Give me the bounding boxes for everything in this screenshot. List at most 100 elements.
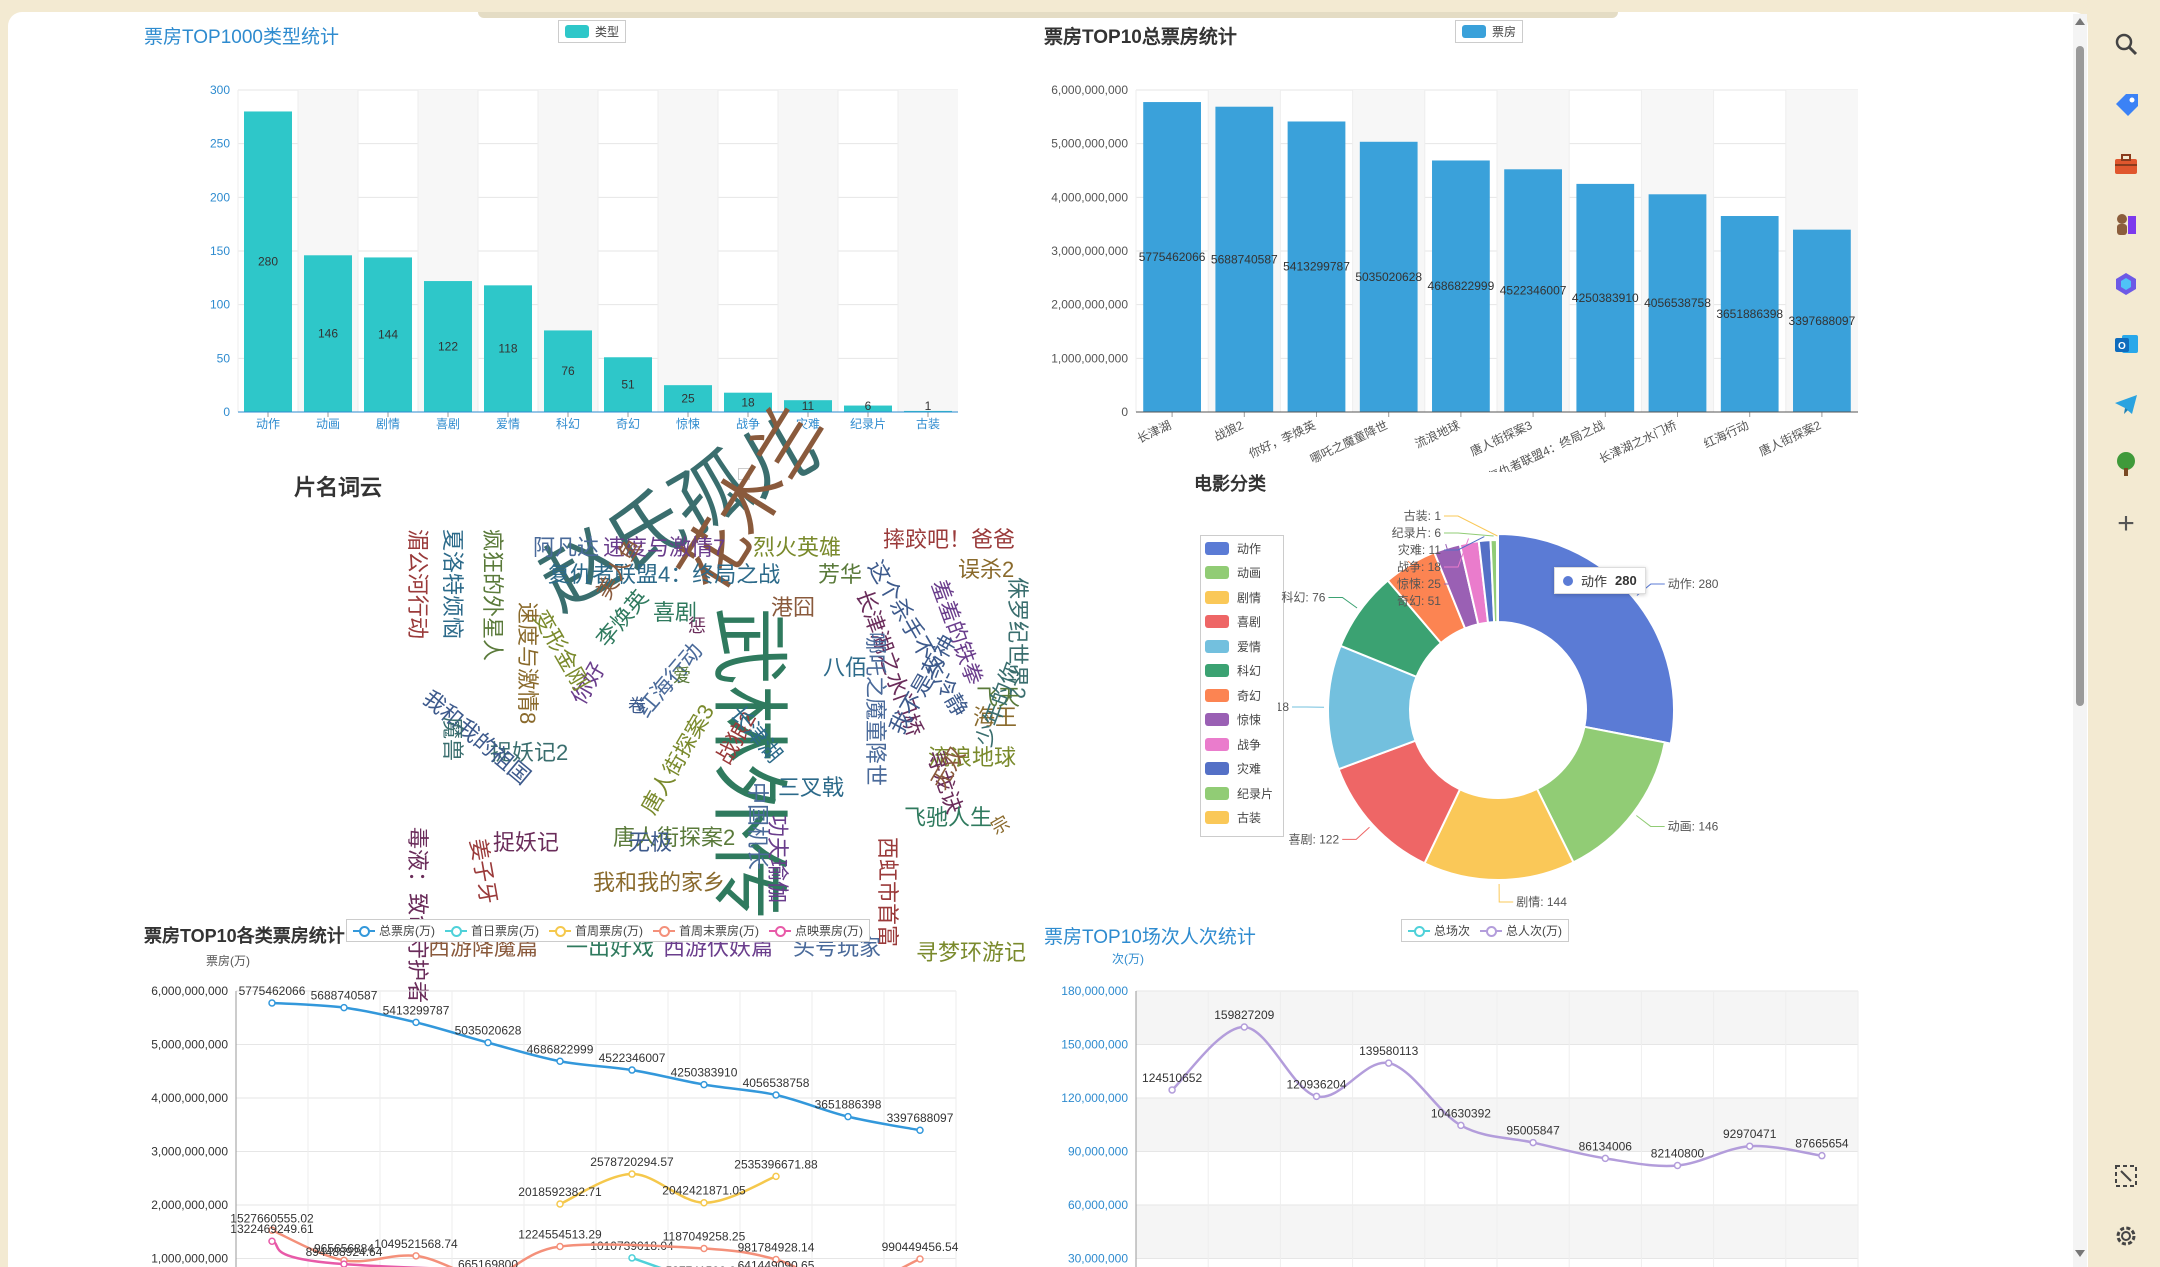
data-point bbox=[340, 1260, 348, 1267]
y-tick-label: 2,000,000,000 bbox=[151, 1198, 228, 1212]
legend-item[interactable]: 爱情 bbox=[1201, 634, 1283, 659]
scroll-up-arrow[interactable] bbox=[2075, 18, 2085, 25]
wordcloud-word: 无极 bbox=[628, 830, 673, 855]
x-tick-label: 惊悚 bbox=[676, 416, 700, 431]
chart-title-type: 票房TOP1000类型统计 bbox=[144, 27, 339, 48]
x-tick-label: 灾难 bbox=[796, 416, 820, 431]
legend-label: 点映票房(万) bbox=[795, 924, 863, 938]
wordcloud-word: 西游降魔篇 bbox=[428, 935, 539, 960]
legend-item[interactable]: 首日票房(万) bbox=[445, 922, 539, 939]
legend-dot bbox=[1486, 925, 1498, 937]
legend-item[interactable]: 剧情 bbox=[1201, 585, 1283, 610]
legend-item[interactable]: 战争 bbox=[1201, 732, 1283, 757]
bar-value-label: 5775462066 bbox=[1139, 250, 1206, 264]
bar bbox=[544, 330, 592, 412]
legend-item[interactable]: 总人次(万) bbox=[1480, 922, 1562, 939]
data-label: 2042421871.05 bbox=[662, 1184, 746, 1198]
legend-item[interactable]: 点映票房(万) bbox=[769, 922, 863, 939]
outlook-icon[interactable]: O bbox=[2110, 328, 2142, 360]
legend-item[interactable]: 动画 bbox=[1201, 561, 1283, 586]
legend-label: 首日票房(万) bbox=[471, 924, 539, 938]
legend-item[interactable]: 科幻 bbox=[1201, 659, 1283, 684]
data-label: 92970471 bbox=[1723, 1127, 1777, 1141]
label-line bbox=[1328, 596, 1358, 609]
legend-item[interactable]: 古装 bbox=[1201, 806, 1283, 831]
data-label: 641449090.65 bbox=[738, 1259, 815, 1267]
legend-line-icon bbox=[769, 925, 791, 937]
scroll-thumb[interactable] bbox=[2076, 46, 2084, 706]
legend-top10[interactable]: 票房 bbox=[1455, 20, 1524, 43]
data-point bbox=[1384, 1059, 1393, 1067]
pie-legend[interactable]: 动作 动画 剧情 喜剧 爱情 科幻 奇幻 惊悚 战争 灾难纪录片古装 bbox=[1200, 535, 1284, 837]
series-line bbox=[1171, 1025, 1823, 1168]
legend-item[interactable]: 总票房(万) bbox=[353, 922, 435, 939]
settings-icon[interactable] bbox=[2110, 1220, 2142, 1252]
y-tick-label: 50 bbox=[217, 351, 231, 365]
data-label: 104630392 bbox=[1431, 1106, 1491, 1120]
series-line bbox=[559, 1172, 777, 1206]
tree-icon[interactable] bbox=[2110, 448, 2142, 480]
data-label: 3397688097 bbox=[887, 1111, 954, 1125]
data-point bbox=[700, 1080, 708, 1089]
bar-value-label: 4056538758 bbox=[1644, 296, 1711, 310]
x-tick-label: 流浪地球 bbox=[1412, 417, 1462, 451]
telegram-icon[interactable] bbox=[2110, 388, 2142, 420]
legend-swatch bbox=[1205, 615, 1229, 629]
data-point bbox=[844, 1112, 852, 1121]
wordcloud: 赵氏孤儿 花木兰 武林外传 速度与激情7 阿凡达 烈火英雄 摔跤吧！爸爸 复仇者联盟4：终局之… bbox=[405, 392, 1078, 1003]
y-tick-label: 1,000,000,000 bbox=[1051, 351, 1128, 365]
toolbox-icon[interactable] bbox=[2110, 148, 2142, 180]
slice-label: 灾难: 11 bbox=[1398, 542, 1441, 557]
data-label: 1187049258.25 bbox=[663, 1229, 746, 1243]
data-label: 120936204 bbox=[1286, 1077, 1346, 1091]
x-tick-label: 动作 bbox=[256, 417, 280, 431]
legend-item[interactable]: 惊悚 bbox=[1201, 708, 1283, 733]
data-point bbox=[484, 1038, 492, 1047]
legend-label: 纪录片 bbox=[1237, 786, 1274, 801]
wordcloud-word: 捉妖记 bbox=[493, 830, 560, 855]
wordcloud-toolbox-icon[interactable] bbox=[738, 468, 750, 480]
legend-item[interactable]: 纪录片 bbox=[1201, 781, 1283, 806]
games-icon[interactable] bbox=[2110, 208, 2142, 240]
data-label: 3651886398 bbox=[815, 1098, 882, 1112]
search-icon[interactable] bbox=[2110, 28, 2142, 60]
legend-swatch bbox=[1205, 713, 1229, 727]
legend-line-icon bbox=[549, 925, 571, 937]
x-tick-label: 纪录片 bbox=[850, 417, 886, 431]
legend-item[interactable]: 动作 bbox=[1201, 536, 1283, 561]
legend-sessions[interactable]: 总场次 总人次(万) bbox=[1401, 919, 1570, 942]
tag-icon[interactable] bbox=[2110, 88, 2142, 120]
legend-swatch bbox=[1205, 786, 1229, 800]
y-tick-label: 180,000,000 bbox=[1061, 984, 1128, 998]
bar-value-label: 76 bbox=[561, 364, 575, 378]
data-label: 2018592382.71 bbox=[518, 1185, 602, 1199]
series-line bbox=[271, 1001, 921, 1132]
legend-categories[interactable]: 总票房(万) 首日票房(万) 首周票房(万) 首周末票房(万) 点映票房(万) bbox=[346, 919, 870, 942]
wordcloud-word: 哪吒之魔童降世 bbox=[863, 632, 888, 787]
legend-item[interactable]: 喜剧 bbox=[1201, 610, 1283, 635]
bar bbox=[604, 357, 652, 412]
wordcloud-word: 芳华 bbox=[818, 562, 863, 587]
legend-item[interactable]: 首周末票房(万) bbox=[653, 922, 759, 939]
data-point bbox=[1240, 1023, 1249, 1031]
add-icon[interactable]: + bbox=[2117, 507, 2135, 540]
donut-slice bbox=[1495, 538, 1499, 624]
legend-item[interactable]: 灾难 bbox=[1201, 757, 1283, 782]
scroll-down-arrow[interactable] bbox=[2075, 1250, 2085, 1257]
legend-item[interactable]: 总场次 bbox=[1408, 922, 1470, 939]
bar bbox=[904, 410, 952, 412]
bar-chart-top10: 0 1,000,000,000 2,000,000,000 3,000,000,000… bbox=[1051, 83, 1858, 472]
data-point bbox=[556, 1057, 564, 1066]
screenshot-icon[interactable] bbox=[2110, 1160, 2142, 1192]
copilot-icon[interactable] bbox=[2110, 268, 2142, 300]
legend-item[interactable]: 奇幻 bbox=[1201, 683, 1283, 708]
data-label: 1527660555.02 bbox=[230, 1211, 314, 1225]
vertical-scrollbar[interactable] bbox=[2073, 14, 2087, 1267]
legend-item[interactable]: 首周票房(万) bbox=[549, 922, 643, 939]
legend-swatch bbox=[1462, 25, 1486, 38]
data-label: 5035020628 bbox=[455, 1024, 522, 1038]
legend-type[interactable]: 类型 bbox=[558, 20, 627, 43]
x-tick-label: 喜剧 bbox=[436, 417, 460, 431]
y-tick-label: 5,000,000,000 bbox=[151, 1038, 228, 1052]
bar-value-label: 1 bbox=[925, 399, 932, 413]
